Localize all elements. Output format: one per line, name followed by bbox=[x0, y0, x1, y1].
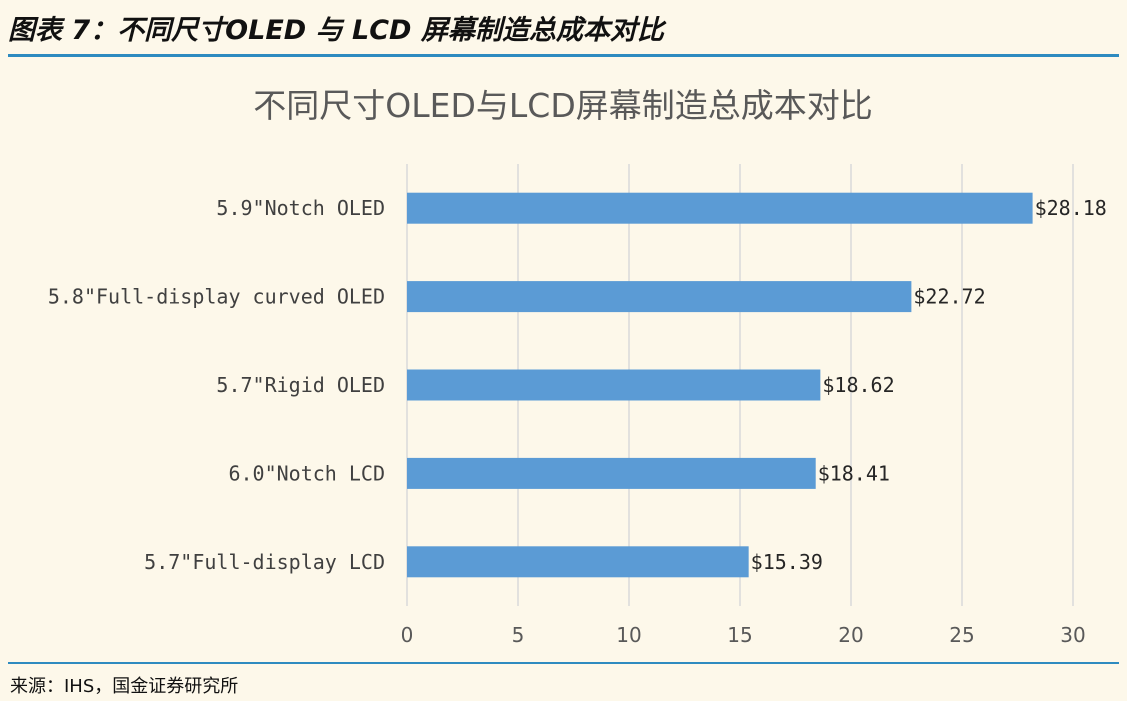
category-label: 5.8"Full-display curved OLED bbox=[48, 285, 385, 309]
x-tick-label: 0 bbox=[401, 623, 414, 647]
bar bbox=[407, 546, 749, 578]
bar bbox=[407, 192, 1033, 224]
source-note: 来源：IHS，国金证券研究所 bbox=[10, 676, 239, 697]
bar bbox=[407, 457, 816, 489]
x-tick-label: 30 bbox=[1060, 623, 1085, 647]
category-label: 5.9"Notch OLED bbox=[216, 196, 385, 220]
x-tick-label: 15 bbox=[727, 623, 752, 647]
footer-divider bbox=[8, 662, 1119, 664]
data-label: $28.18 bbox=[1035, 196, 1107, 220]
bar-chart: 不同尺寸OLED与LCD屏幕制造总成本对比 0 5 10 15 20 25 30 5.9"Not… bbox=[48, 86, 1107, 647]
data-label: $15.39 bbox=[751, 550, 823, 574]
data-label: $22.72 bbox=[913, 285, 985, 309]
x-tick-label: 10 bbox=[616, 623, 641, 647]
category-label: 6.0"Notch LCD bbox=[228, 461, 385, 485]
x-tick-label: 20 bbox=[838, 623, 863, 647]
category-label: 5.7"Full-display LCD bbox=[144, 550, 385, 574]
bar bbox=[407, 281, 912, 313]
x-tick-label: 5 bbox=[512, 623, 525, 647]
bar bbox=[407, 369, 821, 401]
x-tick-label: 25 bbox=[949, 623, 974, 647]
chart-title: 不同尺寸OLED与LCD屏幕制造总成本对比 bbox=[253, 86, 872, 125]
data-label: $18.62 bbox=[822, 373, 894, 397]
category-label: 5.7"Rigid OLED bbox=[216, 373, 385, 397]
figure-caption: 图表 7：不同尺寸OLED 与 LCD 屏幕制造总成本对比 bbox=[8, 15, 664, 46]
data-label: $18.41 bbox=[818, 461, 890, 485]
header-divider bbox=[8, 54, 1119, 57]
